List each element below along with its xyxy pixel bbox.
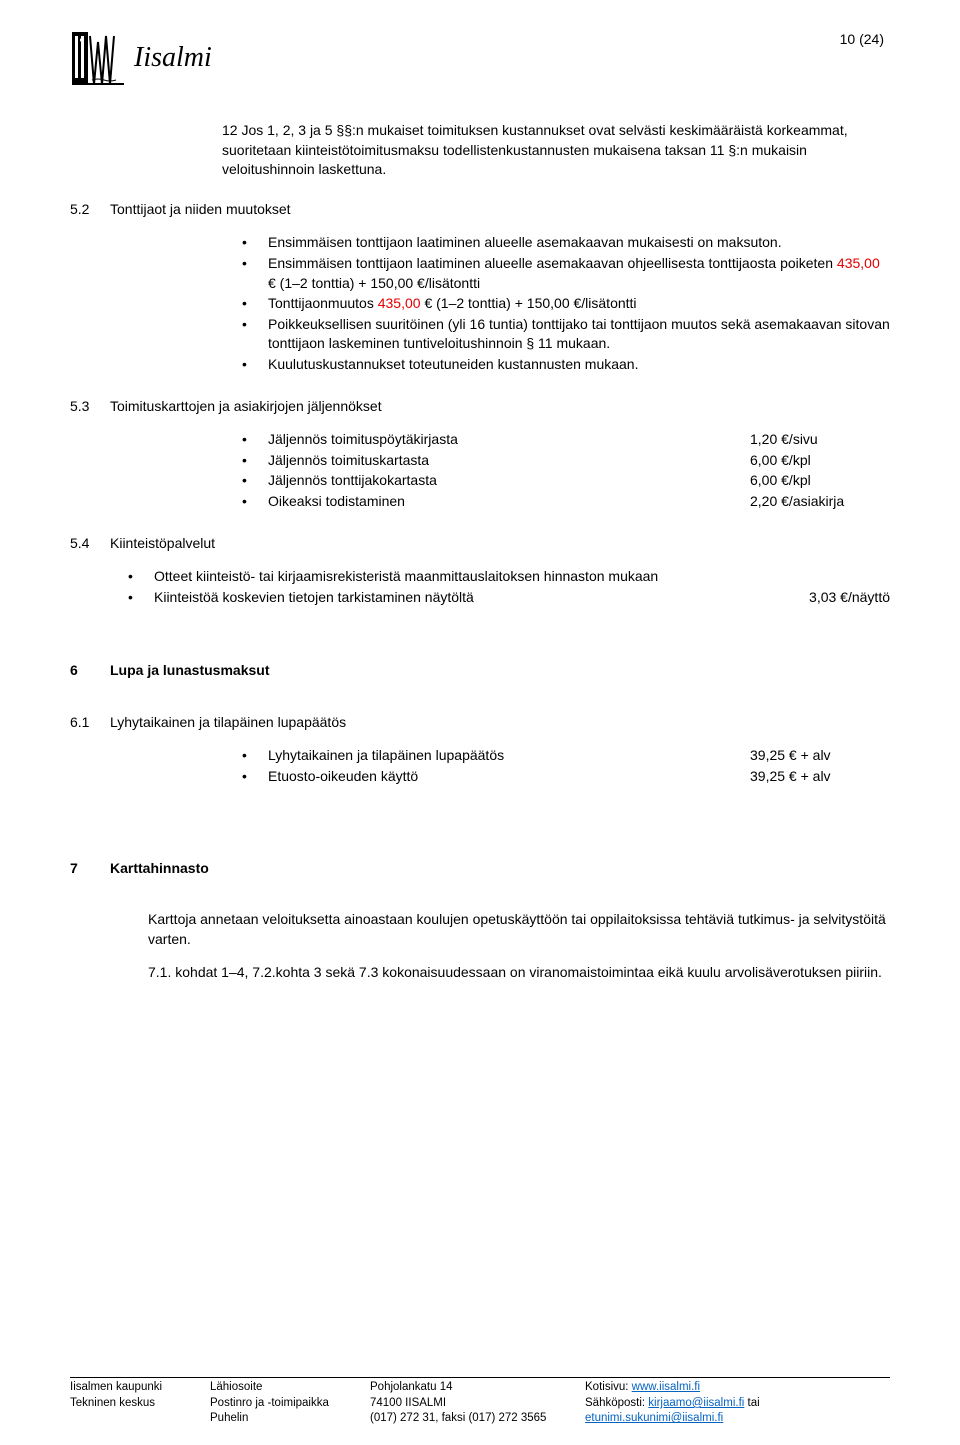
paragraph-12: 12 Jos 1, 2, 3 ja 5 §§:n mukaiset toimit… bbox=[222, 121, 890, 180]
footer-col-4: Kotisivu: www.iisalmi.fi Sähköposti: kir… bbox=[585, 1380, 890, 1427]
list-item: Jäljennös tonttijakokartasta6,00 €/kpl bbox=[242, 471, 890, 491]
section-number: 7 bbox=[70, 859, 110, 879]
logo-block: Iisalmi bbox=[70, 30, 212, 86]
section-5-4-heading: 5.4 Kiinteistöpalvelut bbox=[70, 534, 890, 554]
section-number: 5.2 bbox=[70, 200, 110, 220]
bullets-5-2: Ensimmäisen tonttijaon laatiminen alueel… bbox=[242, 233, 890, 374]
logo-text: Iisalmi bbox=[134, 38, 212, 77]
paragraph-7b: 7.1. kohdat 1–4, 7.2.kohta 3 sekä 7.3 ko… bbox=[148, 963, 890, 983]
section-5-2-heading: 5.2 Tonttijaot ja niiden muutokset bbox=[70, 200, 890, 220]
page-number: 10 (24) bbox=[840, 30, 890, 50]
list-item: Oikeaksi todistaminen2,20 €/asiakirja bbox=[242, 492, 890, 512]
list-item: Jäljennös toimituskartasta6,00 €/kpl bbox=[242, 451, 890, 471]
footer: Iisalmen kaupunki Tekninen keskus Lähios… bbox=[70, 1377, 890, 1427]
section-title: Lupa ja lunastusmaksut bbox=[110, 661, 269, 681]
footer-link-email-etunimi[interactable]: etunimi.sukunimi@iisalmi.fi bbox=[585, 1412, 723, 1424]
section-title: Lyhytaikainen ja tilapäinen lupapäätös bbox=[110, 713, 346, 733]
iisalmi-logo-icon bbox=[70, 30, 126, 86]
section-number: 6 bbox=[70, 661, 110, 681]
list-item: Otteet kiinteistö- tai kirjaamisrekister… bbox=[128, 567, 890, 587]
footer-link-kotisivu[interactable]: www.iisalmi.fi bbox=[632, 1381, 700, 1393]
section-number: 5.3 bbox=[70, 397, 110, 417]
footer-col-3: Pohjolankatu 14 74100 IISALMI (017) 272 … bbox=[370, 1380, 585, 1427]
section-title: Toimituskarttojen ja asiakirjojen jäljen… bbox=[110, 397, 382, 417]
section-title: Kiinteistöpalvelut bbox=[110, 534, 215, 554]
kv-list-6-1: Lyhytaikainen ja tilapäinen lupapäätös39… bbox=[242, 746, 890, 786]
list-item: Kiinteistöä koskevien tietojen tarkistam… bbox=[128, 588, 890, 608]
section-title: Tonttijaot ja niiden muutokset bbox=[110, 200, 291, 220]
section-7-heading: 7 Karttahinnasto bbox=[70, 859, 890, 879]
section-title: Karttahinnasto bbox=[110, 859, 209, 879]
footer-col-2: Lähiosoite Postinro ja -toimipaikka Puhe… bbox=[210, 1380, 370, 1427]
section-number: 6.1 bbox=[70, 713, 110, 733]
list-item: Kuulutuskustannukset toteutuneiden kusta… bbox=[242, 355, 890, 375]
kv-list-5-3: Jäljennös toimituspöytäkirjasta1,20 €/si… bbox=[242, 430, 890, 511]
footer-link-email-kirjaamo[interactable]: kirjaamo@iisalmi.fi bbox=[648, 1397, 744, 1409]
paragraph-7a: Karttoja annetaan veloituksetta ainoasta… bbox=[148, 910, 890, 949]
section-6-1-heading: 6.1 Lyhytaikainen ja tilapäinen lupapäät… bbox=[70, 713, 890, 733]
header: Iisalmi 10 (24) bbox=[70, 30, 890, 86]
list-item: Poikkeuksellisen suuritöinen (yli 16 tun… bbox=[242, 315, 890, 354]
list-item: Lyhytaikainen ja tilapäinen lupapäätös39… bbox=[242, 746, 890, 766]
list-item: Tonttijaonmuutos 435,00 € (1–2 tonttia) … bbox=[242, 294, 890, 314]
section-number: 5.4 bbox=[70, 534, 110, 554]
section-5-3-heading: 5.3 Toimituskarttojen ja asiakirjojen jä… bbox=[70, 397, 890, 417]
footer-col-1: Iisalmen kaupunki Tekninen keskus bbox=[70, 1380, 210, 1427]
list-item: Jäljennös toimituspöytäkirjasta1,20 €/si… bbox=[242, 430, 890, 450]
list-item: Ensimmäisen tonttijaon laatiminen alueel… bbox=[242, 254, 890, 293]
list-item: Etuosto-oikeuden käyttö39,25 € + alv bbox=[242, 767, 890, 787]
list-item: Ensimmäisen tonttijaon laatiminen alueel… bbox=[242, 233, 890, 253]
kiint-list: Otteet kiinteistö- tai kirjaamisrekister… bbox=[128, 567, 890, 607]
section-6-heading: 6 Lupa ja lunastusmaksut bbox=[70, 661, 890, 681]
